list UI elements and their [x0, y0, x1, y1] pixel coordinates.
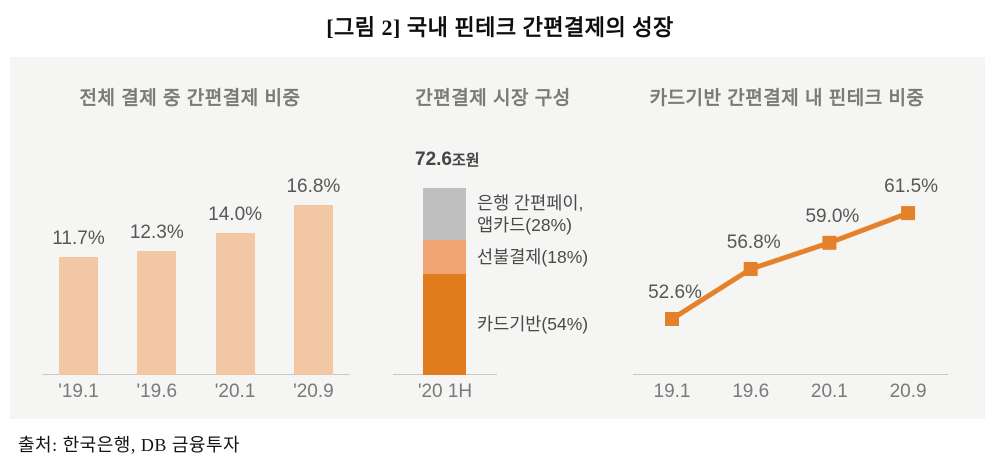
fintech-value-label-0: 52.6% — [648, 282, 702, 303]
fintech-value-label-1: 56.8% — [726, 232, 781, 253]
payment-share-value-label-2: 14.0% — [208, 204, 263, 225]
left-chart-title: 전체 결제 중 간편결제 비중 — [79, 88, 301, 109]
stack-segment-label-2-0: 카드기반(54%) — [477, 314, 589, 334]
stacked-total-label: 72.6조원 — [415, 149, 480, 171]
right-chart-axis — [633, 374, 948, 375]
fintech-x-label-3: 20.9 — [889, 381, 927, 402]
line-marker-2 — [822, 235, 837, 250]
payment-share-bar-1 — [137, 251, 177, 375]
left-chart-axis — [42, 374, 350, 375]
stack-segment-label-1-0: 선불결제(18%) — [477, 247, 589, 267]
payment-share-bar-0 — [59, 257, 98, 375]
fintech-x-label-0: 19.1 — [653, 381, 691, 402]
payment-share-x-label-0: '19.1 — [58, 381, 99, 402]
line-marker-1 — [743, 262, 758, 276]
payment-share-bar-2 — [215, 233, 255, 375]
fintech-x-label-1: 19.6 — [732, 381, 770, 402]
stacked-x-label: '20 1H — [417, 381, 473, 402]
stack-segment-1 — [423, 240, 466, 274]
right-chart-title: 카드기반 간편결제 내 핀테크 비중 — [649, 88, 925, 109]
payment-share-bar-3 — [293, 205, 333, 375]
payment-share-value-label-3: 16.8% — [286, 176, 341, 197]
fintech-x-label-2: 20.1 — [810, 381, 848, 402]
fintech-line-svg — [665, 206, 916, 326]
stack-segment-0 — [423, 188, 466, 240]
stack-segment-label-0-0: 은행 간편페이, — [477, 193, 584, 213]
payment-share-x-label-3: '20.9 — [293, 381, 334, 402]
figure-title: [그림 2] 국내 핀테크 간편결제의 성장 — [326, 15, 674, 40]
source-note: 출처: 한국은행, DB 금융투자 — [18, 435, 241, 455]
chart-panel: 전체 결제 중 간편결제 비중 간편결제 시장 구성 카드기반 간편결제 내 핀… — [10, 57, 985, 419]
fintech-value-label-3: 61.5% — [884, 176, 939, 198]
stack-segment-label-0-1: 앱카드(28%) — [477, 215, 572, 235]
payment-share-value-label-1: 12.3% — [129, 222, 184, 243]
stacked-total-value: 72.6 — [415, 149, 452, 170]
stacked-total-unit: 조원 — [451, 152, 480, 169]
middle-chart-title: 간편결제 시장 구성 — [415, 88, 571, 109]
payment-share-x-label-1: '19.6 — [136, 381, 178, 402]
stack-segment-2 — [423, 274, 466, 375]
payment-share-x-label-2: '20.1 — [214, 381, 256, 402]
line-marker-3 — [901, 206, 916, 221]
line-marker-0 — [665, 312, 679, 326]
fintech-value-label-2: 59.0% — [805, 205, 860, 227]
payment-share-value-label-0: 11.7% — [52, 228, 105, 249]
